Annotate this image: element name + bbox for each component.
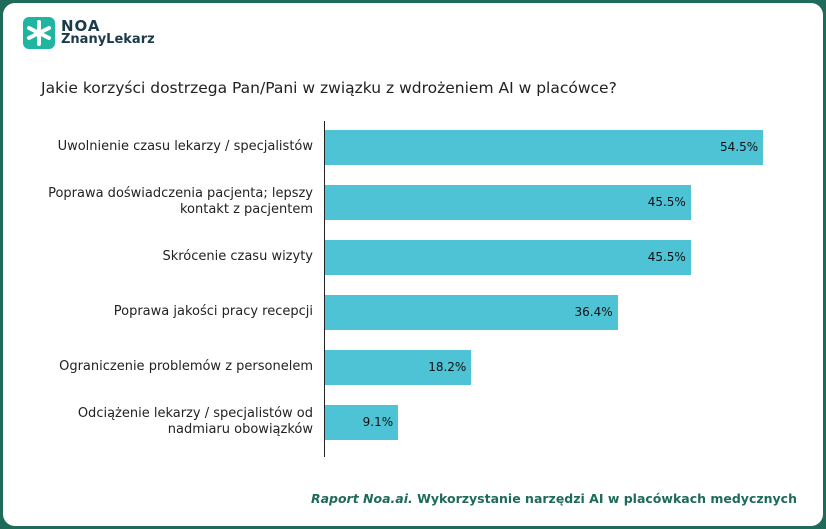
value-label: 45.5% [647,250,686,264]
logo-text: NOA [61,17,101,35]
bar [325,294,618,330]
footer-source: Raport Noa.ai. [310,491,413,506]
y-tick-label: Poprawa doświadczenia pacjenta; lepszy k… [48,186,313,217]
value-label: 18.2% [428,360,467,374]
bar [325,129,764,165]
y-tick-label: Skrócenie czasu wizyty [162,249,313,264]
footer-text: Wykorzystanie narzędzi AI w placówkach m… [417,491,797,506]
footer: Raport Noa.ai. Wykorzystanie narzędzi AI… [311,491,797,506]
value-label: 45.5% [647,195,686,209]
bar [325,184,691,220]
logo-text: ZnanyLekarz [61,32,155,47]
value-label: 36.4% [574,305,613,319]
value-label: 9.1% [362,415,394,429]
bar [325,404,399,440]
y-tick-label: Poprawa jakości pracy recepcji [113,304,313,319]
axis-line [324,121,325,457]
y-tick-label: Ograniczenie problemów z personelem [59,359,313,374]
bar [325,239,691,275]
value-label: 54.5% [720,140,759,154]
logo-icon [23,17,55,49]
y-tick-label: Uwolnienie czasu lekarzy / specjalistów [57,139,313,154]
y-tick-label: Odciążenie lekarzy / specjalistów od nad… [77,406,313,437]
card: NOA ZnanyLekarz Jakie korzyści dostrzega… [3,3,823,526]
chart-title: Jakie korzyści dostrzega Pan/Pani w zwią… [41,79,617,97]
bar [325,349,472,385]
